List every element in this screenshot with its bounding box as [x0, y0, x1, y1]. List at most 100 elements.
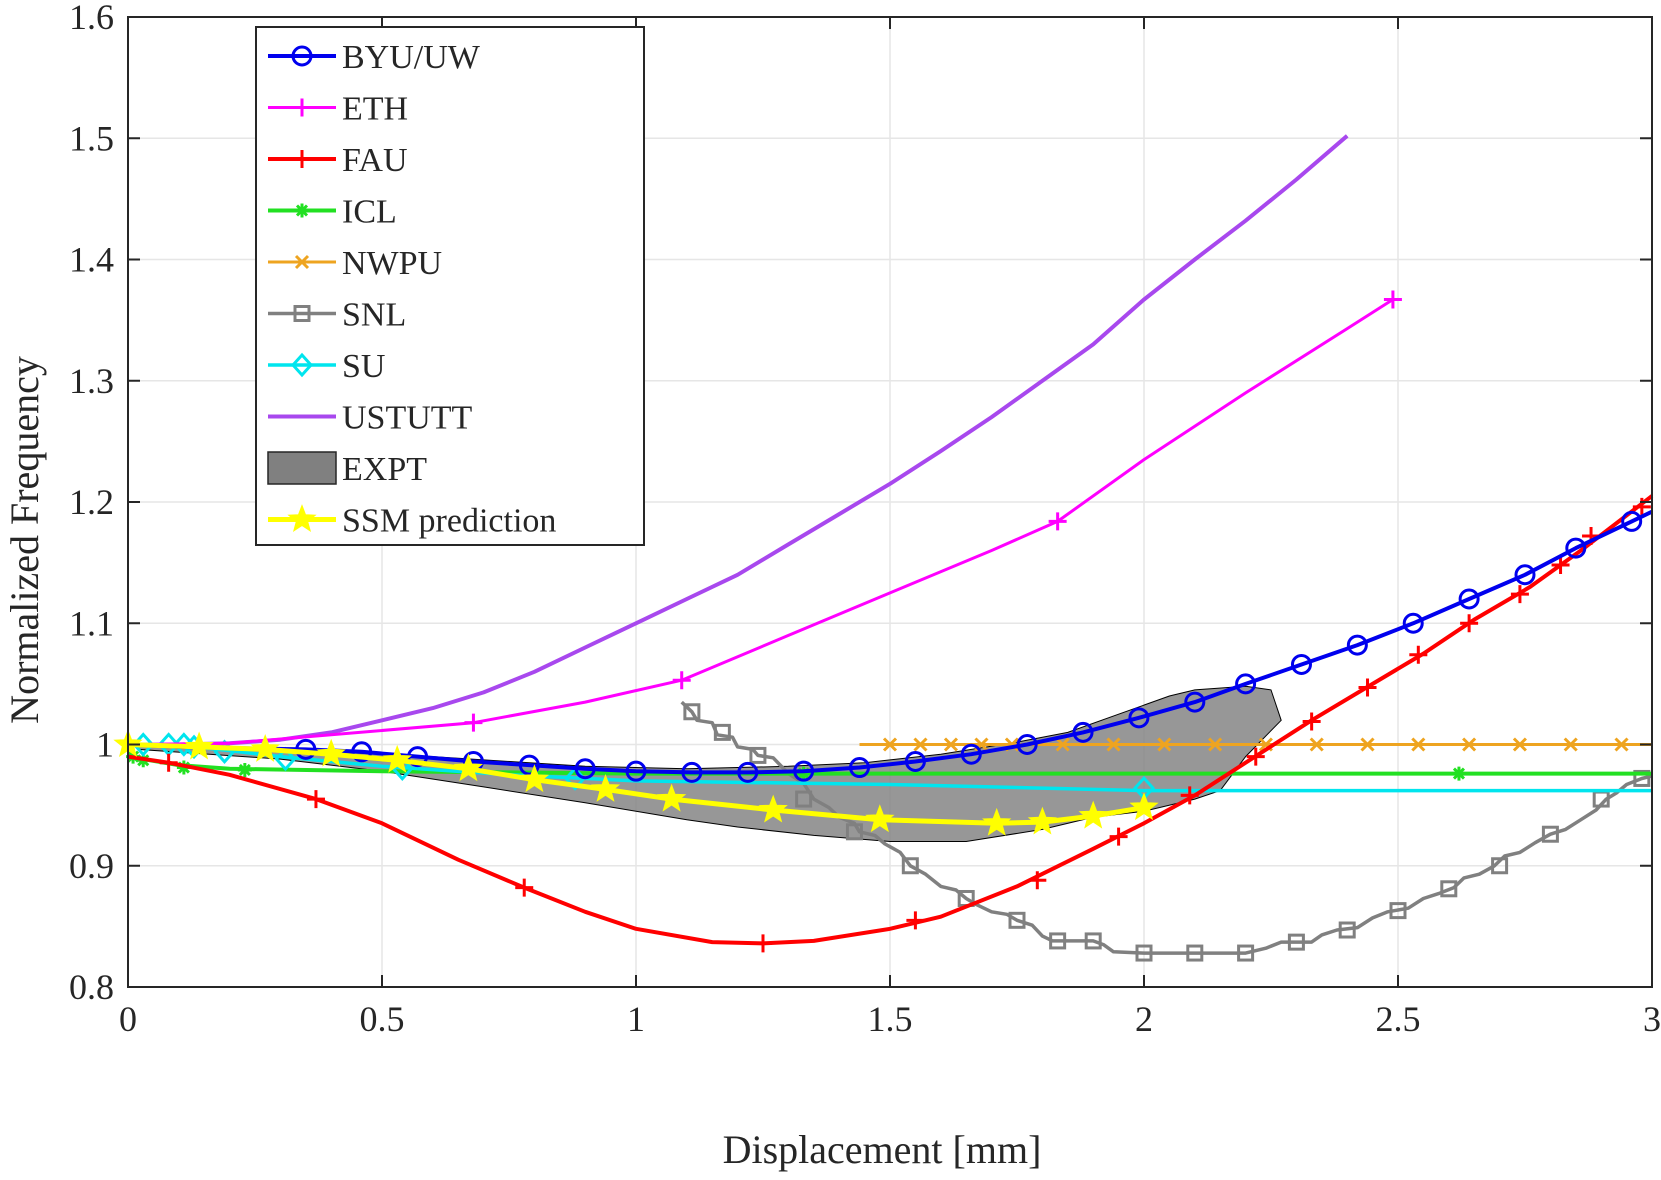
legend-marker-eth [293, 98, 311, 117]
series-eth [127, 290, 1402, 746]
marker-nwpu [1208, 737, 1223, 752]
marker-ssm-prediction [1129, 792, 1159, 821]
marker-byu-uw [737, 761, 759, 783]
marker-snl [1186, 944, 1204, 962]
legend-item-snl: SNL [268, 297, 406, 334]
legend-label: SSM prediction [342, 503, 556, 540]
marker-snl [1541, 825, 1559, 843]
x-tick-label: 0 [119, 999, 137, 1039]
series-ssm-prediction [113, 729, 1159, 836]
marker-byu-uw [1565, 537, 1587, 559]
marker-fau [1109, 827, 1128, 846]
marker-nwpu [882, 737, 898, 752]
x-tick-label: 1.5 [868, 999, 913, 1039]
marker-byu-uw [1290, 653, 1312, 675]
marker-nwpu [1157, 737, 1172, 752]
marker-eth [1383, 290, 1402, 309]
marker-ssm-prediction [982, 807, 1012, 836]
series-layer [113, 134, 1654, 962]
tick-labels: 0 0.5 1 1.5 2 2.5 3 0.8 0.9 1 1.1 1.2 1.3 1.4 1.5 1.6 [69, 0, 1661, 1039]
marker-byu-uw [1458, 588, 1480, 610]
marker-byu-uw [1402, 612, 1424, 634]
marker-eth [672, 671, 691, 690]
y-tick-label: 1.6 [69, 0, 114, 37]
marker-byu-uw [1235, 673, 1257, 695]
marker-fau [1180, 786, 1199, 805]
marker-snl [1491, 857, 1509, 875]
marker-byu-uw [1621, 510, 1643, 532]
marker-ssm-prediction [758, 794, 788, 823]
y-tick-label: 1.4 [69, 240, 114, 280]
marker-fau [906, 911, 925, 930]
marker-ssm-prediction [1078, 800, 1108, 829]
marker-fau [1028, 871, 1047, 890]
marker-snl [749, 746, 767, 764]
marker-icl [1451, 766, 1466, 781]
marker-snl [1237, 944, 1255, 962]
marker-snl [1135, 944, 1153, 962]
legend-label: FAU [342, 142, 408, 179]
marker-ssm-prediction [865, 804, 895, 833]
marker-byu-uw [849, 757, 871, 779]
marker-fau [1632, 497, 1651, 516]
legend-marker-fau [293, 150, 311, 168]
x-tick-label: 1 [627, 999, 645, 1039]
marker-snl [1440, 880, 1458, 898]
y-axis-label: Normalized Frequency [2, 356, 47, 724]
x-tick-label: 2 [1135, 999, 1153, 1039]
legend-label: SU [342, 348, 385, 385]
marker-nwpu [1309, 737, 1324, 752]
marker-nwpu [913, 737, 928, 752]
marker-byu-uw [793, 760, 815, 782]
legend-label: ETH [342, 91, 408, 128]
marker-nwpu [1360, 737, 1375, 752]
marker-snl [901, 857, 919, 875]
marker-snl [845, 823, 863, 841]
legend-marker-snl [293, 305, 311, 322]
marker-byu-uw [1128, 707, 1150, 729]
legend-marker-nwpu [294, 254, 310, 270]
marker-fau [1510, 585, 1529, 604]
marker-nwpu [1462, 737, 1477, 752]
marker-fau [515, 878, 534, 897]
marker-snl [1633, 769, 1651, 787]
marker-byu-uw [1184, 691, 1206, 713]
series-ustutt [178, 134, 1349, 747]
marker-byu-uw [574, 758, 596, 780]
y-tick-label: 1.5 [69, 118, 114, 158]
marker-icl [796, 766, 811, 781]
marker-nwpu [1512, 737, 1527, 752]
legend-label: ICL [342, 194, 397, 231]
marker-ssm-prediction [316, 738, 346, 767]
marker-eth [1048, 512, 1067, 531]
marker-snl [1338, 921, 1356, 939]
legend-item-ustutt: USTUTT [268, 400, 473, 437]
legend-marker-icl [295, 203, 309, 218]
legend-marker-byu-uw [291, 45, 313, 67]
legend-item-su: SU [268, 348, 385, 385]
legend-label: SNL [342, 297, 406, 334]
marker-fau [1460, 614, 1479, 633]
x-tick-label: 0.5 [360, 999, 405, 1039]
y-tick-label: 1 [96, 725, 114, 765]
legend-item-icl: ICL [268, 194, 397, 231]
legend-label: USTUTT [342, 400, 473, 437]
marker-ssm-prediction [250, 733, 280, 762]
y-tick-label: 0.9 [69, 846, 114, 886]
marker-nwpu [1106, 737, 1121, 752]
y-tick-label: 0.8 [69, 967, 114, 1007]
marker-fau [1409, 645, 1428, 664]
legend-item-fau: FAU [268, 142, 408, 179]
marker-byu-uw [351, 741, 373, 763]
marker-icl [237, 762, 252, 777]
legend-label: EXPT [342, 451, 427, 488]
marker-su [274, 746, 297, 772]
legend-marker-su [290, 352, 314, 378]
marker-byu-uw [1016, 734, 1038, 755]
marker-ssm-prediction [590, 773, 621, 802]
marker-fau [754, 934, 772, 953]
y-tick-label: 1.2 [69, 482, 114, 522]
legend-item-eth: ETH [268, 91, 408, 128]
marker-nwpu [1614, 737, 1629, 752]
